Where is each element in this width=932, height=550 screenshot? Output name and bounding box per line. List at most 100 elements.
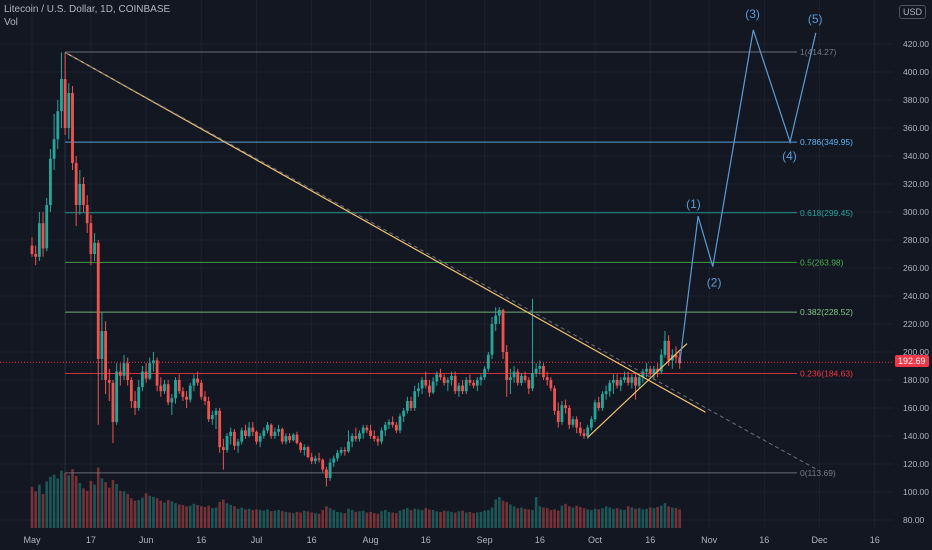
price-tick-label: 200.00 xyxy=(903,347,929,357)
candle-body xyxy=(170,398,174,403)
price-tick-label: 180.00 xyxy=(903,375,929,385)
volume-bar xyxy=(630,507,634,528)
volume-bar xyxy=(78,483,82,528)
candle-body xyxy=(453,375,457,392)
volume-bar xyxy=(435,511,439,528)
candle-body xyxy=(641,371,645,378)
candle-body xyxy=(291,434,295,441)
volume-bar xyxy=(284,511,288,528)
fib-level-label: 0.5(263.98) xyxy=(800,257,844,267)
volume-bar xyxy=(509,504,512,528)
currency-button[interactable]: USD xyxy=(898,5,926,19)
volume-bar xyxy=(420,510,424,528)
candle-body xyxy=(74,163,78,205)
candle-body xyxy=(461,385,464,392)
volume-bar xyxy=(483,510,486,528)
time-tick-label: May xyxy=(23,535,41,545)
time-tick-label: 16 xyxy=(307,535,317,545)
candle-body xyxy=(612,380,615,383)
candle-body xyxy=(494,315,498,324)
candle-body xyxy=(376,438,380,442)
candle-body xyxy=(450,375,453,380)
time-axis-bg xyxy=(0,528,932,550)
fib-level-label: 0.786(349.95) xyxy=(800,137,853,147)
volume-bar xyxy=(663,503,667,528)
volume-bar xyxy=(196,505,199,528)
candle-body xyxy=(240,430,244,442)
volume-bar xyxy=(317,513,321,528)
candle-body xyxy=(34,254,38,257)
trendline[interactable] xyxy=(587,343,688,438)
volume-bar xyxy=(472,513,475,528)
wave-label: (2) xyxy=(707,276,722,290)
volume-bar xyxy=(553,509,556,528)
dashed-trendline[interactable] xyxy=(64,51,820,472)
volume-bar xyxy=(144,493,148,528)
candle-body xyxy=(365,427,369,431)
volume-bar xyxy=(395,513,398,528)
candle-body xyxy=(251,427,255,432)
trendline[interactable] xyxy=(64,51,706,413)
time-tick-label: 16 xyxy=(870,535,880,545)
candle-body xyxy=(159,385,163,392)
volume-indicator-label[interactable]: Vol xyxy=(4,17,18,28)
candle-body xyxy=(575,419,579,428)
price-tick-label: 120.00 xyxy=(903,459,929,469)
volume-bar xyxy=(597,509,601,528)
volume-bar xyxy=(615,508,619,528)
volume-bar xyxy=(380,511,383,528)
volume-bar xyxy=(343,513,347,528)
candle-body xyxy=(586,427,590,436)
candle-body xyxy=(402,410,406,417)
volume-bar xyxy=(457,511,461,528)
candle-body xyxy=(155,360,159,386)
candle-body xyxy=(468,380,472,383)
candle-body xyxy=(347,441,350,452)
wave-path[interactable] xyxy=(679,29,817,364)
volume-bar xyxy=(494,499,497,528)
volume-bar xyxy=(601,508,604,528)
current-price-tag: 192.69 xyxy=(895,355,929,368)
candle-body xyxy=(269,424,273,436)
volume-bar xyxy=(126,493,129,528)
volume-bar xyxy=(306,511,310,528)
candle-body xyxy=(383,424,387,431)
volume-bar xyxy=(122,491,126,528)
candle-body xyxy=(339,450,343,453)
wave-label: (3) xyxy=(745,7,760,21)
price-tick-label: 220.00 xyxy=(903,319,929,329)
volume-bar xyxy=(523,508,527,528)
volume-bar xyxy=(258,510,262,528)
trendlines[interactable] xyxy=(64,51,820,472)
price-axis[interactable]: 80.00 100.00 120.00 140.00 160.00 180.00 200.0… xyxy=(893,0,932,550)
candle-body xyxy=(207,401,211,420)
volume-bar xyxy=(659,505,663,528)
volume-bar xyxy=(612,508,615,528)
volume-bar xyxy=(133,500,137,528)
fib-retracement[interactable]: 1(414.27) 0.786(349.95) 0.618(299.45) 0.5(2… xyxy=(64,47,853,478)
volume-bar xyxy=(303,510,306,528)
candle-body xyxy=(420,380,424,389)
volume-bar xyxy=(166,500,170,528)
symbol-title[interactable]: Litecoin / U.S. Dollar, 1D, COINBASE xyxy=(4,4,171,15)
volume-bar xyxy=(49,476,52,528)
volume-bar xyxy=(604,506,608,528)
volume-bar xyxy=(347,508,350,528)
candle-body xyxy=(199,382,203,397)
volume-bar xyxy=(464,512,468,528)
candle-body xyxy=(564,405,567,408)
volume-bar xyxy=(560,505,564,528)
candle-body xyxy=(302,447,306,450)
candle-body xyxy=(210,415,214,420)
candle-body xyxy=(358,433,361,439)
volume-bar xyxy=(185,506,188,528)
volume-bar xyxy=(222,499,225,528)
elliott-wave-projection[interactable]: (1) (2) (3) (4) (5) xyxy=(679,7,823,364)
candle-body xyxy=(589,419,593,428)
volume-bar xyxy=(413,508,417,528)
volume-bar xyxy=(141,497,144,528)
time-axis[interactable]: May 17 Jun 16 Jul 16 Aug 16 Sep 16 Oct 16 Nov 16 Dec 16 xyxy=(0,528,932,550)
fib-level-label: 0.382(228.52) xyxy=(800,307,853,317)
volume-bar xyxy=(100,478,104,528)
